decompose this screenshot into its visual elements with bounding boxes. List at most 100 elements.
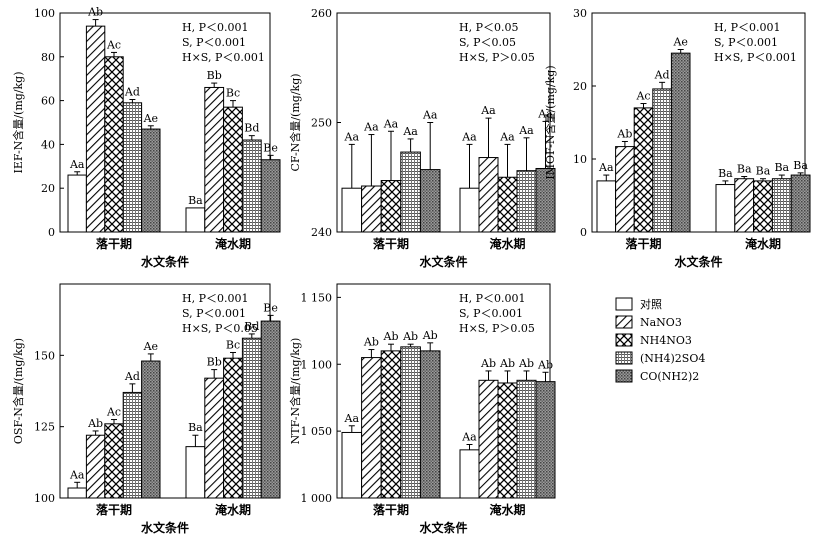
stat-annotation: S, P＜0.001 <box>182 36 246 49</box>
stat-annotation: H×S, P＜0.05 <box>182 322 258 335</box>
y-axis-label: IEF-N含量/(mg/kg) <box>11 71 25 173</box>
stat-annotation: H×S, P＜0.001 <box>182 51 265 64</box>
legend-swatch <box>615 351 633 365</box>
bar-data-label: Aa <box>598 161 614 174</box>
bar <box>771 178 792 233</box>
bar-data-label: Ab <box>480 357 496 370</box>
legend-swatch <box>615 369 633 383</box>
bar-data-label: Ab <box>383 330 399 343</box>
bar <box>670 52 691 233</box>
bar-data-label: Be <box>263 301 278 314</box>
x-axis-label: 水文条件 <box>141 520 189 535</box>
y-axis-label: NTF-N含量/(mg/kg) <box>288 338 302 445</box>
legend-label: CO(NH2)2 <box>640 370 699 383</box>
y-tick-label: 20 <box>41 182 55 195</box>
bar-data-label: Ab <box>87 417 103 430</box>
x-axis-label: 水文条件 <box>419 520 467 535</box>
bar-data-label: Ae <box>672 36 687 49</box>
bar <box>185 446 206 499</box>
bar <box>459 449 480 499</box>
y-axis-label: OSF-N含量/(mg/kg) <box>11 338 25 444</box>
bar-data-label: Aa <box>69 158 85 171</box>
legend: 对照 NaNO3 NH4NO3 (NH4)2SO4 CO(NH2)2 <box>615 297 705 383</box>
stat-annotation: S, P＜0.001 <box>459 307 523 320</box>
y-tick-label: 1 100 <box>301 358 333 371</box>
y-tick-label: 0 <box>48 226 55 239</box>
bar <box>260 320 281 499</box>
stat-annotation: H, P＜0.001 <box>182 21 248 34</box>
stat-annotation: H, P＜0.05 <box>459 21 518 34</box>
bar <box>459 187 480 233</box>
bar-data-label: Ae <box>143 112 158 125</box>
y-tick-label: 1 050 <box>301 425 333 438</box>
bar-data-label: Ae <box>143 340 158 353</box>
plot-frame <box>591 12 806 233</box>
bar-data-label: Aa <box>480 104 496 117</box>
y-tick-label: 40 <box>41 138 55 151</box>
bar <box>104 56 124 233</box>
x-tick-label: 落干期 <box>373 502 409 517</box>
x-tick-label: 落干期 <box>96 236 132 251</box>
bar-data-label: Ab <box>402 330 418 343</box>
bar-data-label: Aa <box>422 109 438 122</box>
y-tick-label: 30 <box>573 7 587 20</box>
y-tick-label: 10 <box>573 153 587 166</box>
bar <box>419 350 441 499</box>
bar-data-label: Ba <box>774 161 789 174</box>
bar-data-label: Ba <box>188 194 203 207</box>
bar-data-label: Ad <box>124 86 140 99</box>
legend-label: 对照 <box>640 297 662 311</box>
bar <box>478 379 499 499</box>
bar-data-label: Aa <box>518 124 534 137</box>
bar <box>478 157 499 233</box>
bar-data-label: Ab <box>422 329 438 342</box>
x-tick-label: 落干期 <box>625 236 661 251</box>
bar <box>361 185 382 233</box>
bar <box>85 434 106 499</box>
chart-panel: 0 10 20 30 IMOF-N含量/(mg/kg) H, P＜0.001 S, P＜0.… <box>543 7 811 269</box>
bar-data-label: Aa <box>344 130 360 143</box>
bar-data-label: Aa <box>69 468 85 481</box>
bar <box>341 431 363 499</box>
bar <box>67 174 87 233</box>
y-tick-label: 80 <box>41 51 55 64</box>
y-tick-label: 20 <box>573 80 587 93</box>
bar-data-label: Bd <box>244 122 259 135</box>
bar-data-label: Ac <box>106 38 121 51</box>
bar <box>67 487 87 499</box>
bar-data-label: Aa <box>461 130 477 143</box>
stat-annotation: H, P＜0.001 <box>182 292 248 305</box>
stat-annotation: S, P＜0.05 <box>459 36 516 49</box>
bar <box>141 128 161 233</box>
y-axis-label: CF-N含量/(mg/kg) <box>288 73 302 171</box>
chart-panel: 0 20 40 60 80 100 IEF-N含量/(mg/kg) H, P＜0.001 S, … <box>11 6 281 269</box>
x-tick-label: 淹水期 <box>489 236 525 251</box>
bar <box>122 102 143 233</box>
bar <box>419 169 441 233</box>
plot-frame <box>59 12 271 233</box>
x-axis-label: 水文条件 <box>674 254 722 269</box>
bar <box>241 139 262 233</box>
bar-data-label: Aa <box>363 121 379 134</box>
bar <box>497 382 518 499</box>
stat-annotation: H, P＜0.001 <box>459 292 525 305</box>
bar <box>734 178 755 233</box>
stat-annotation: H×S, P＜0.001 <box>714 51 797 64</box>
bar <box>122 391 143 499</box>
y-tick-label: 100 <box>34 7 55 20</box>
bar <box>380 350 402 499</box>
bar <box>260 159 281 233</box>
y-tick-label: 240 <box>311 226 332 239</box>
bar-data-label: Bb <box>207 356 222 369</box>
bar-data-label: Aa <box>383 117 399 130</box>
bar <box>223 106 243 233</box>
bar <box>241 337 262 499</box>
bar-data-label: Ba <box>718 167 733 180</box>
x-tick-label: 淹水期 <box>745 236 781 251</box>
y-tick-label: 150 <box>34 349 55 362</box>
bar <box>380 180 402 233</box>
bar <box>104 423 124 499</box>
x-tick-label: 落干期 <box>96 502 132 517</box>
stat-annotation: S, P＜0.001 <box>714 36 778 49</box>
bar <box>400 151 421 233</box>
